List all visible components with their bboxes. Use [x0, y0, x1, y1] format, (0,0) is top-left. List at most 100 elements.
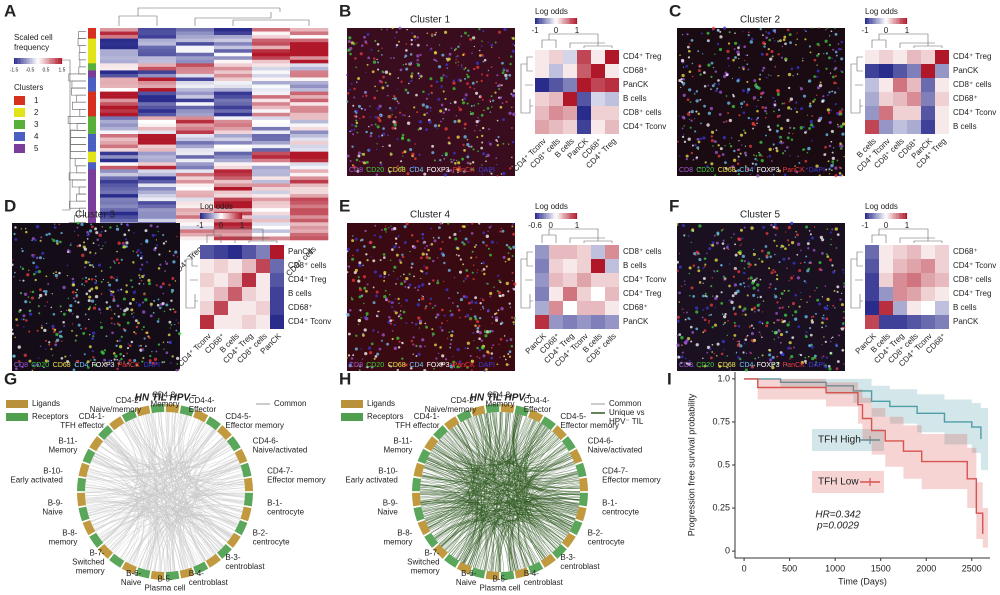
tissue-cell [718, 47, 723, 52]
tissue-cell [41, 324, 43, 327]
tissue-cell [417, 284, 421, 288]
heat-cell [214, 287, 228, 301]
tissue-cell [394, 107, 397, 109]
tissue-cell [774, 287, 777, 290]
tissue-cell [794, 317, 798, 321]
tissue-cell [748, 325, 751, 328]
tissue-cell [444, 30, 448, 34]
tissue-cell [386, 94, 389, 97]
segment-label: memory [411, 567, 440, 576]
tissue-cell [412, 336, 415, 339]
tissue-cell [681, 33, 684, 36]
cluster-strip [88, 45, 96, 50]
tissue-cell [759, 334, 762, 336]
heat-cell [921, 106, 935, 120]
tissue-cell [491, 106, 493, 108]
tissue-cell [405, 276, 409, 281]
tissue-cell [346, 357, 348, 359]
tissue-cell [14, 336, 16, 338]
tissue-cell [116, 358, 119, 361]
tissue-cell [779, 297, 782, 300]
tissue-cell [366, 259, 369, 262]
tissue-cell [355, 119, 358, 122]
tissue-cell [770, 223, 773, 227]
tissue-cell [96, 238, 99, 242]
tissue-cell [158, 306, 162, 310]
chord [421, 433, 555, 506]
tissue-cell [100, 230, 103, 233]
tissue-cell [511, 140, 515, 144]
heat-cell [535, 50, 549, 64]
tissue-cell [174, 280, 177, 282]
colorbar-cell [865, 18, 867, 24]
colorbar-cell [553, 18, 555, 24]
tissue-cell [102, 278, 105, 281]
tissue-cell [739, 245, 741, 247]
cluster-strip [88, 63, 96, 68]
tissue-cell [176, 356, 180, 361]
heat-cell [921, 301, 935, 315]
tissue-cell [818, 116, 822, 120]
ring-segment [77, 477, 87, 492]
colorbar-cell [207, 213, 209, 219]
tissue-cell [461, 241, 464, 244]
tissue-cell [76, 244, 79, 248]
heat-cell [138, 112, 177, 117]
cluster-strip [88, 102, 96, 107]
heat-cell [256, 315, 270, 329]
tissue-cell [709, 303, 713, 307]
tissue-cell [142, 283, 145, 285]
tissue-cell [709, 356, 713, 360]
tissue-cell [791, 301, 796, 306]
heat-cell [100, 70, 139, 75]
heat-cell [214, 28, 253, 32]
colorbar-cell [565, 213, 568, 219]
tissue-cell [770, 74, 772, 77]
scale-tick: 0 [549, 221, 554, 230]
tissue-cell [681, 351, 684, 354]
tissue-cell [117, 241, 121, 245]
chord [420, 502, 537, 564]
tissue-cell [111, 290, 115, 294]
tissue-cell [756, 122, 758, 125]
tissue-cell [358, 295, 362, 299]
tissue-cell [383, 256, 386, 259]
tissue-cell [836, 290, 839, 293]
tissue-cell [740, 106, 743, 108]
tissue-cell [736, 289, 740, 293]
tissue-cell [491, 330, 494, 333]
tissue-cell [724, 167, 728, 170]
heat-cell [138, 179, 177, 184]
heat-cell [535, 245, 549, 259]
tissue-cell [686, 45, 690, 49]
tissue-cell [809, 119, 813, 124]
tissue-cell [486, 350, 490, 354]
heat-cell [214, 119, 253, 124]
x-tick-label: 500 [782, 563, 797, 573]
tissue-cell [147, 278, 151, 283]
heat-cell [577, 315, 591, 329]
colorbar-cell [869, 213, 871, 219]
tissue-cell [69, 354, 72, 357]
colorbar-cell [237, 213, 240, 219]
tissue-cell [745, 103, 749, 107]
tissue-cell [436, 127, 439, 129]
tissue-cell [354, 110, 357, 113]
tissue-cell [135, 251, 138, 254]
tissue-cell [413, 245, 417, 250]
chord [467, 412, 496, 566]
tissue-cell [834, 102, 837, 106]
tissue-cell [65, 309, 68, 312]
marker-label: FOXP3 [427, 167, 450, 174]
heat-cell [138, 126, 177, 131]
tissue-cell [814, 289, 816, 292]
tissue-cell [466, 142, 470, 147]
dendrogram [520, 56, 533, 114]
tissue-cell [66, 360, 70, 364]
tissue-cell [806, 114, 809, 116]
marker-label: CD68 [388, 167, 406, 174]
tissue-cell [35, 265, 39, 269]
tissue-cell [122, 297, 126, 301]
heat-cell [176, 148, 215, 152]
tissue-cell [376, 58, 378, 61]
